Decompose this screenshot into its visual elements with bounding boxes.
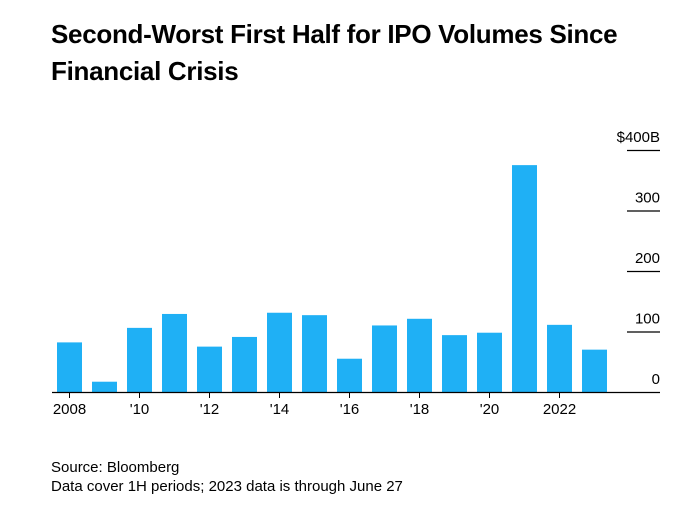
bar-2009 <box>92 381 117 392</box>
bar-2010 <box>127 327 152 392</box>
y-tick-label-0: 0 <box>652 371 660 388</box>
y-axis: 0 100 200 300 $400B <box>617 129 660 388</box>
bar-2014 <box>267 312 292 392</box>
y-tick-label-400: $400B <box>617 129 660 146</box>
chart-footer: Source: Bloomberg Data cover 1H periods;… <box>51 458 403 496</box>
x-tick-label-2008: 2008 <box>53 401 86 418</box>
data-coverage-note: Data cover 1H periods; 2023 data is thro… <box>51 478 403 495</box>
source-note: Source: Bloomberg <box>51 459 180 476</box>
bar-2018 <box>407 318 432 392</box>
y-tick-label-300: 300 <box>635 190 660 207</box>
x-tick-label-2022: 2022 <box>543 401 576 418</box>
x-tick-label-2018: '18 <box>410 401 430 418</box>
bar-2017 <box>372 325 397 392</box>
chart-title: Second-Worst First Half for IPO Volumes … <box>51 19 618 86</box>
x-tick-label-2010: '10 <box>130 401 150 418</box>
bar-2013 <box>232 336 257 392</box>
bar-2012 <box>197 346 222 392</box>
bar-2016 <box>337 358 362 392</box>
x-axis: 2008 '10 '12 '14 '16 '18 '20 2022 <box>53 392 576 418</box>
bar-2022 <box>547 324 572 392</box>
bar-2015 <box>302 315 327 392</box>
x-tick-label-2020: '20 <box>480 401 500 418</box>
bar-2023 <box>582 349 607 392</box>
bar-2008 <box>57 342 82 392</box>
y-tick-label-100: 100 <box>635 311 660 328</box>
x-tick-label-2016: '16 <box>340 401 360 418</box>
bar-2020 <box>477 332 502 392</box>
x-tick-label-2014: '14 <box>270 401 290 418</box>
bar-2019 <box>442 335 467 392</box>
x-tick-label-2012: '12 <box>200 401 220 418</box>
bar-2011 <box>162 313 187 392</box>
bars-group <box>57 165 607 392</box>
y-tick-label-200: 200 <box>635 250 660 267</box>
bar-2021 <box>512 165 537 392</box>
